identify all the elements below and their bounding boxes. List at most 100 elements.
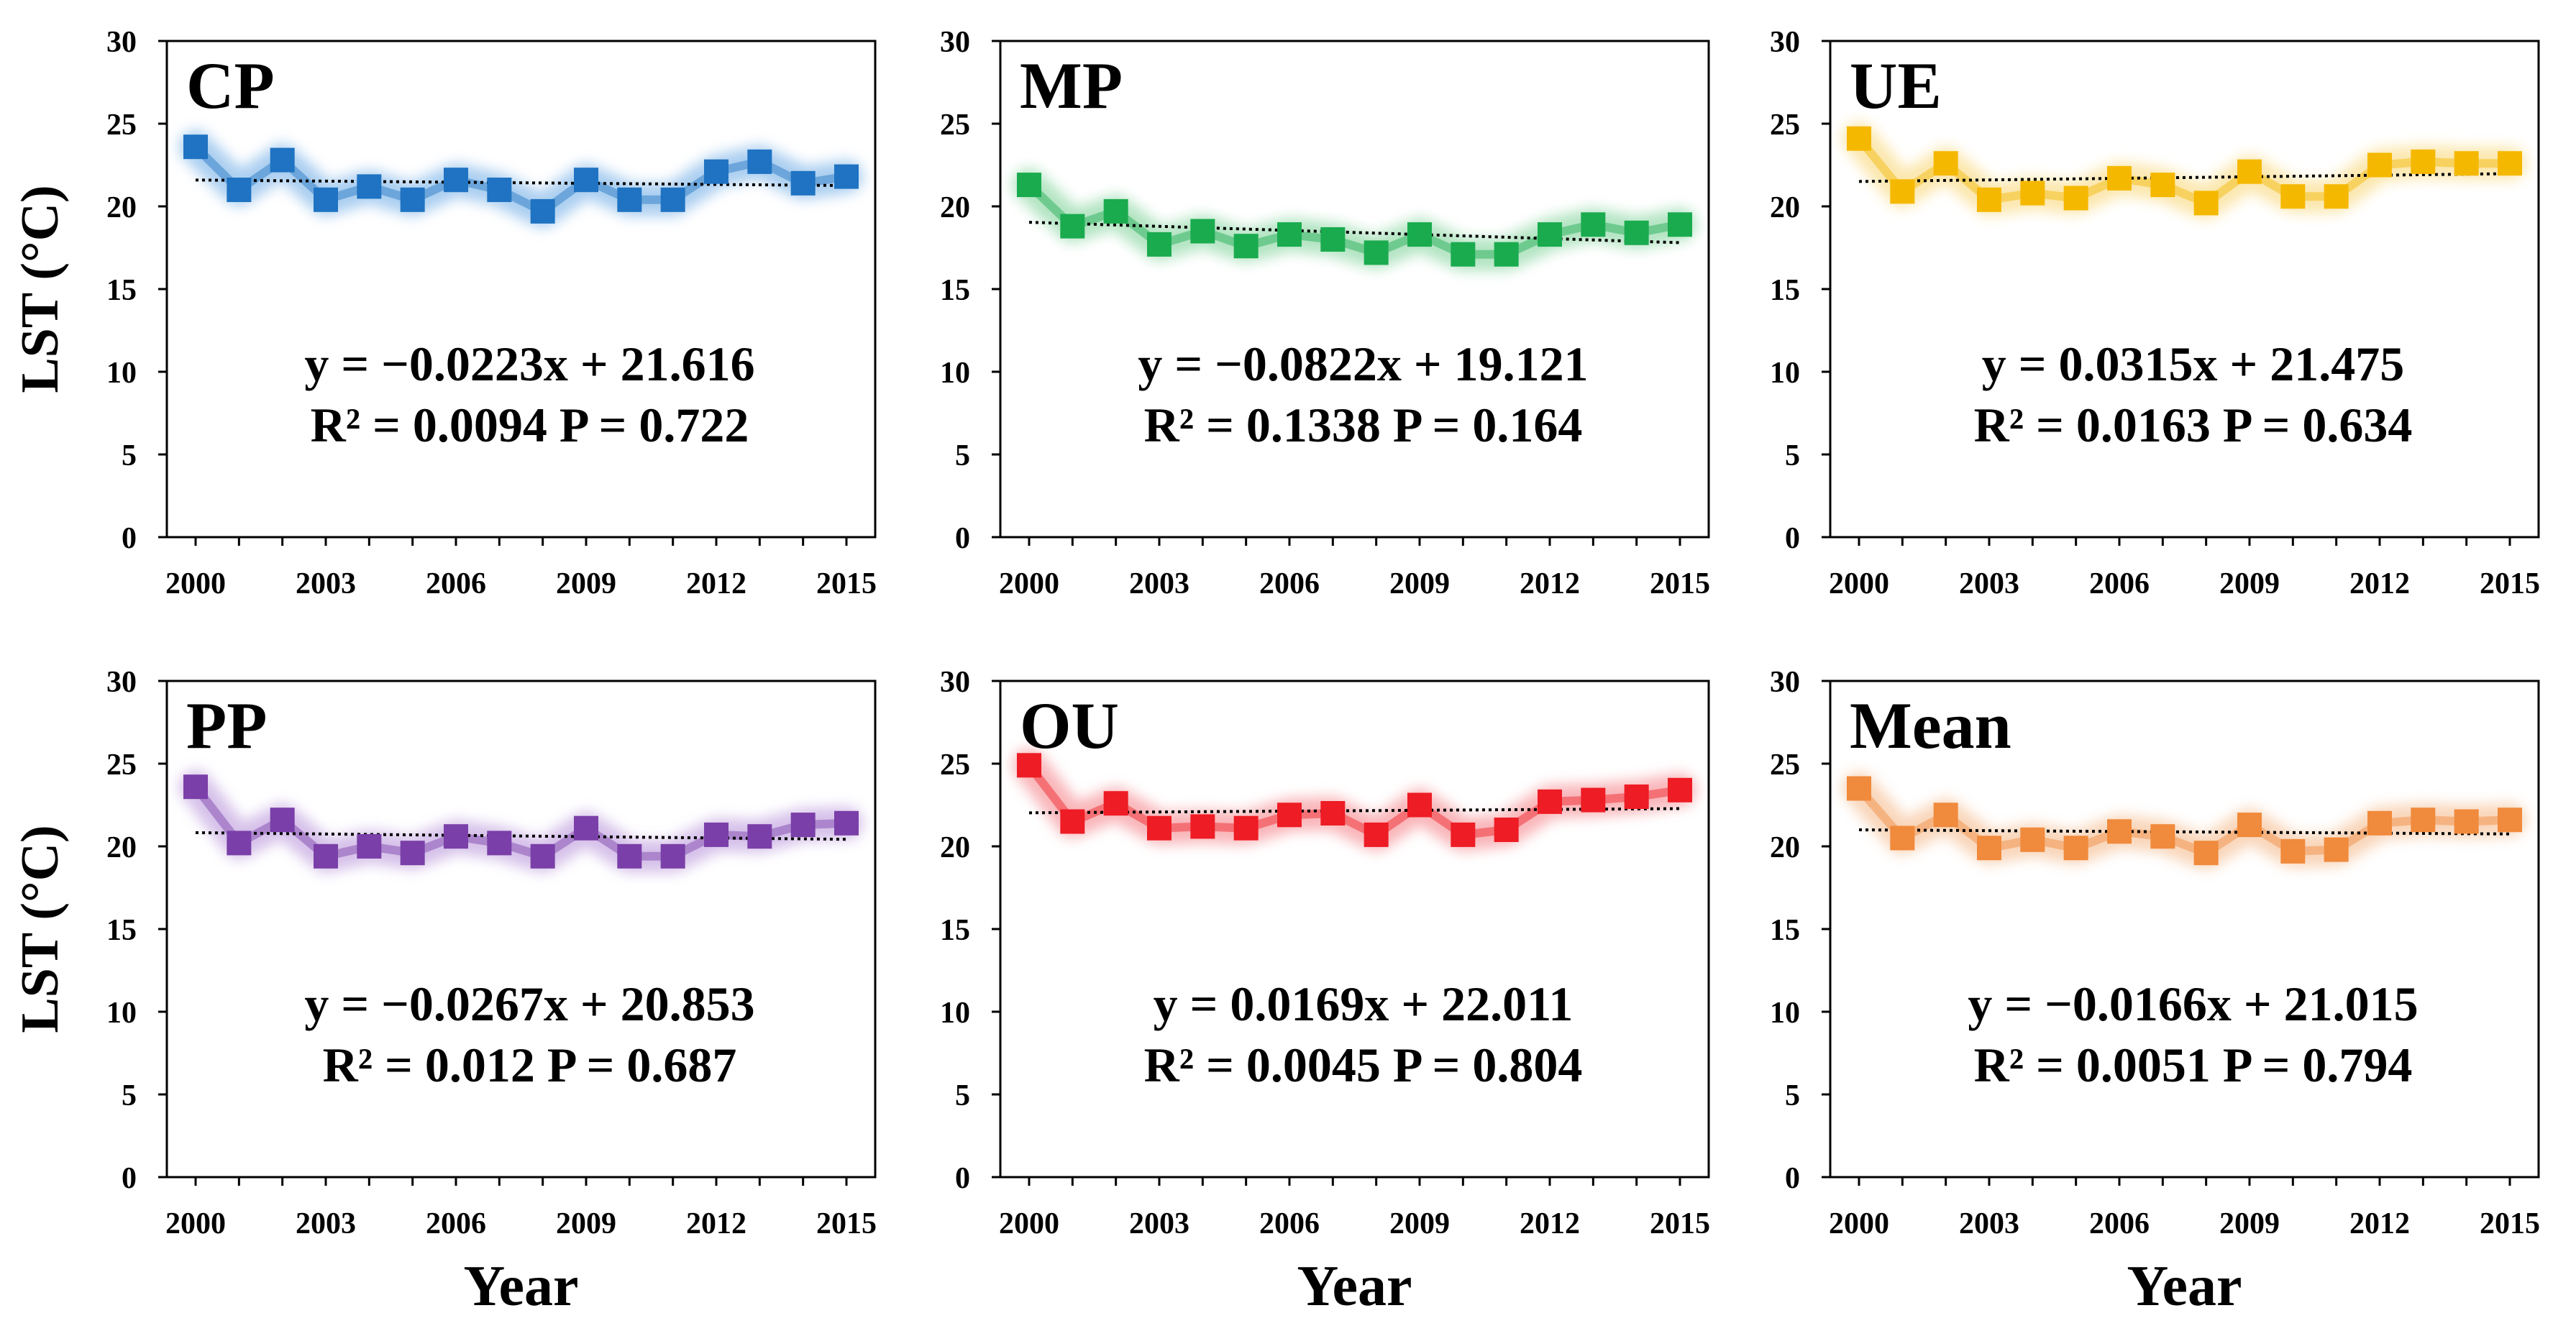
panel-title: OU — [1020, 689, 1119, 762]
data-point — [1233, 234, 1259, 259]
y-tick-label: 5 — [1785, 1079, 1800, 1112]
y-axis-title: LST (°C) — [11, 185, 70, 393]
data-point — [660, 843, 685, 869]
trend-stats: R² = 0.0163 P = 0.634 — [1974, 398, 2413, 452]
x-tick-label: 2009 — [1389, 567, 1450, 600]
x-tick-label: 2009 — [556, 1207, 616, 1240]
y-tick-label: 10 — [106, 997, 137, 1030]
series-line — [1026, 181, 1681, 259]
x-tick-label: 2000 — [1829, 1207, 1889, 1240]
y-tick-label: 25 — [1770, 109, 1800, 142]
y-tick-label: 0 — [122, 1162, 137, 1195]
panel-title: PP — [186, 689, 267, 762]
data-point — [2324, 837, 2349, 862]
panel-title: MP — [1020, 49, 1123, 122]
data-point — [2020, 827, 2045, 852]
data-point — [747, 824, 772, 849]
y-tick-label: 25 — [1770, 749, 1800, 782]
data-point — [1538, 789, 1562, 814]
series-glow — [1842, 772, 2526, 870]
x-tick-label: 2012 — [686, 567, 746, 600]
data-point — [2280, 838, 2306, 864]
data-point — [2237, 159, 2262, 184]
y-tick-label: 10 — [1770, 997, 1800, 1030]
panel-mp: 0 5 10 15 20 25 30 2000 2003 2006 2009 2012 2015 MP y … — [940, 26, 1710, 600]
plot-frame — [165, 40, 877, 539]
y-tick-label: 30 — [106, 26, 137, 59]
trend-line — [195, 831, 847, 841]
data-point — [834, 164, 859, 189]
series-line — [192, 143, 847, 216]
data-point — [747, 149, 772, 174]
y-tick-label: 20 — [106, 831, 137, 864]
data-point — [1890, 179, 1915, 204]
data-point — [2107, 819, 2132, 844]
x-tick-label: 2003 — [296, 1207, 356, 1240]
x-tick-label: 2000 — [999, 567, 1059, 600]
data-point — [314, 187, 338, 212]
trend-equation: y = 0.0169x + 22.011 — [1154, 976, 1574, 1031]
y-tick-label: 5 — [1785, 439, 1800, 472]
x-tick-label: 2006 — [2089, 1207, 2150, 1240]
data-point — [834, 810, 859, 836]
data-point — [2411, 149, 2436, 174]
trend-line — [1858, 172, 2511, 183]
data-point — [1103, 791, 1128, 816]
y-tick-label: 15 — [1770, 274, 1800, 307]
panel-cp: 0 5 10 15 20 25 30 2000 2003 2006 2009 2012 2015 CP y … — [11, 26, 877, 600]
series-glow — [179, 130, 863, 228]
data-point — [1668, 777, 1692, 802]
panel-title: CP — [186, 49, 275, 122]
data-point — [2367, 810, 2392, 836]
data-point — [227, 178, 252, 202]
x-tick-label: 2000 — [1829, 567, 1889, 600]
trend-stats: R² = 0.0051 P = 0.794 — [1974, 1038, 2413, 1092]
data-point — [1103, 198, 1128, 224]
x-tick-label: 2009 — [1389, 1207, 1450, 1240]
panel-title: Mean — [1850, 689, 2011, 762]
x-tick-label: 2009 — [556, 567, 616, 600]
x-tick-label: 2012 — [2349, 567, 2410, 600]
data-point — [790, 170, 816, 196]
x-tick-label: 2006 — [1259, 567, 1320, 600]
y-tick-label: 25 — [106, 749, 137, 782]
data-point — [1847, 126, 1871, 151]
data-point — [487, 831, 512, 856]
data-point — [704, 159, 729, 184]
data-point — [1364, 240, 1389, 265]
data-point — [1624, 220, 1649, 245]
y-tick-label: 15 — [940, 914, 970, 947]
data-point — [1847, 776, 1871, 801]
x-tick-label: 2012 — [1520, 1207, 1580, 1240]
series-line — [192, 784, 847, 861]
y-tick-label: 25 — [940, 749, 970, 782]
y-tick-label: 0 — [955, 1162, 970, 1195]
data-point — [574, 168, 598, 193]
x-tick-label: 2003 — [296, 567, 356, 600]
x-tick-label: 2006 — [426, 567, 486, 600]
series-line — [1855, 135, 2510, 208]
y-tick-label: 15 — [940, 274, 970, 307]
series-glow — [1013, 168, 1696, 271]
data-point — [530, 843, 555, 869]
y-tick-label: 20 — [1770, 191, 1800, 224]
data-point — [357, 834, 382, 859]
data-point — [1581, 787, 1606, 813]
x-tick-label: 2012 — [2349, 1207, 2410, 1240]
data-point — [2498, 808, 2522, 833]
y-tick-label: 30 — [1770, 26, 1800, 59]
y-tick-label: 10 — [940, 357, 970, 390]
plot-frame — [999, 680, 1710, 1179]
y-tick-label: 10 — [106, 357, 137, 390]
y-tick-label: 10 — [1770, 357, 1800, 390]
data-point — [1017, 753, 1041, 778]
data-point — [617, 187, 642, 212]
y-tick-label: 30 — [106, 666, 137, 699]
x-tick-label: 2006 — [1259, 1207, 1320, 1240]
x-axis-title: Year — [1297, 1255, 1412, 1318]
data-point — [2063, 186, 2088, 211]
y-tick-label: 5 — [122, 439, 137, 472]
x-tick-label: 2003 — [1129, 1207, 1189, 1240]
data-point — [2280, 184, 2306, 209]
